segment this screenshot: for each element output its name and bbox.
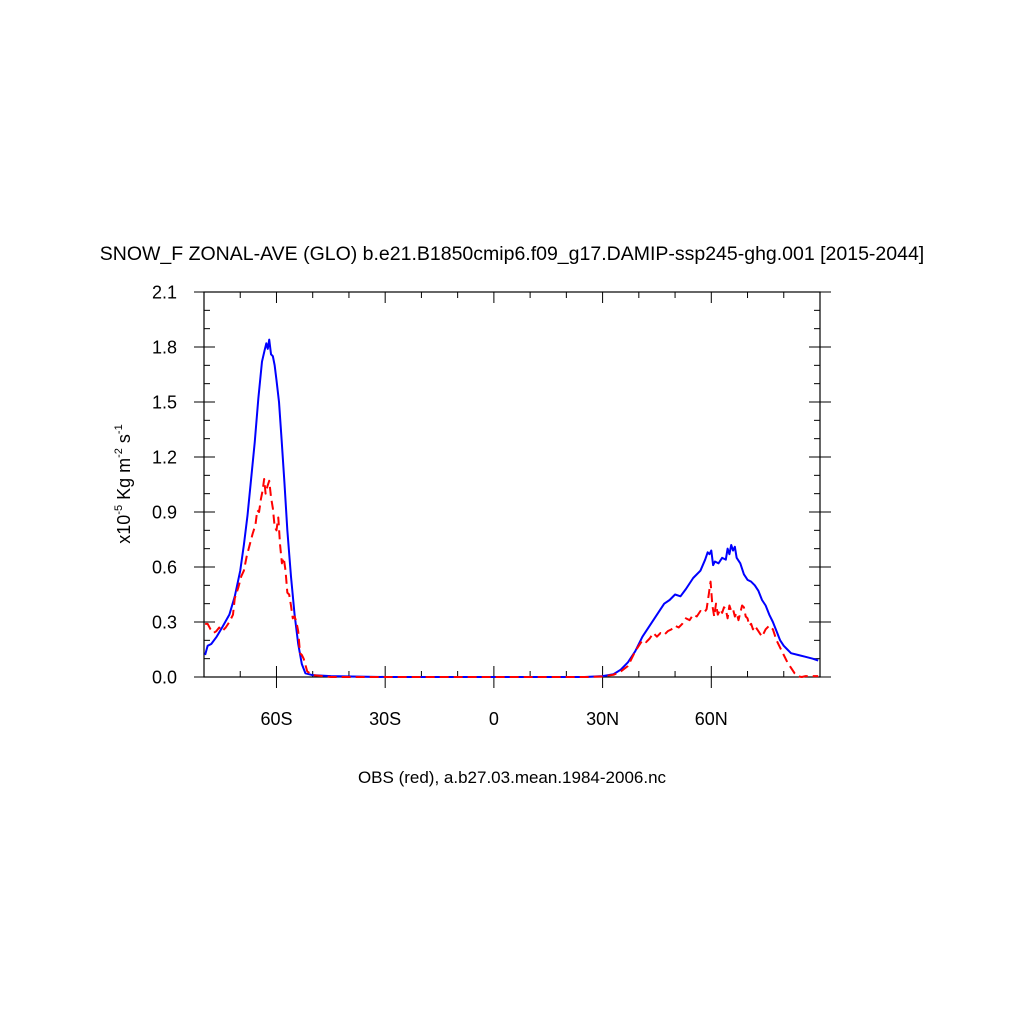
y-tick-label: 0.3	[152, 613, 177, 633]
y-axis-label-exponent-2: -2	[113, 448, 125, 458]
y-tick-label: 1.5	[152, 393, 177, 413]
x-tick-label: 30S	[369, 709, 401, 729]
y-tick-label: 2.1	[152, 283, 177, 303]
y-axis-label-unit-s: s	[114, 434, 134, 448]
data-series	[204, 338, 819, 678]
x-tick-label: 60S	[260, 709, 292, 729]
x-tick-label: 0	[489, 709, 499, 729]
chart-title: SNOW_F ZONAL-AVE (GLO) b.e21.B1850cmip6.…	[100, 243, 924, 265]
y-tick-label: 0.6	[152, 558, 177, 578]
y-tick-label: 1.8	[152, 338, 177, 358]
y-axis-label-unit-kg-m: Kg m	[114, 458, 134, 505]
y-tick-label: 0.0	[152, 668, 177, 688]
y-axis-label-exponent-3: -1	[113, 424, 125, 434]
x-tick-label: 30N	[586, 709, 619, 729]
y-axis-label: x10-5 Kg m-2 s-1	[113, 424, 134, 543]
obs-series-line	[205, 478, 819, 678]
x-axis-label: OBS (red), a.b27.03.mean.1984-2006.nc	[358, 768, 667, 787]
tick-labels: 60S 30S 0 30N 60N 0.0 0.3 0.6 0.9 1.2 1.5 1.8 2.1	[152, 283, 728, 730]
model-series-line	[204, 338, 819, 678]
axis-ticks	[194, 291, 831, 688]
x-tick-label: 60N	[695, 709, 728, 729]
y-axis-label-prefix: x10	[114, 515, 134, 544]
y-tick-label: 1.2	[152, 448, 177, 468]
y-tick-label: 0.9	[152, 503, 177, 523]
y-axis-label-exponent-1: -5	[113, 505, 125, 515]
